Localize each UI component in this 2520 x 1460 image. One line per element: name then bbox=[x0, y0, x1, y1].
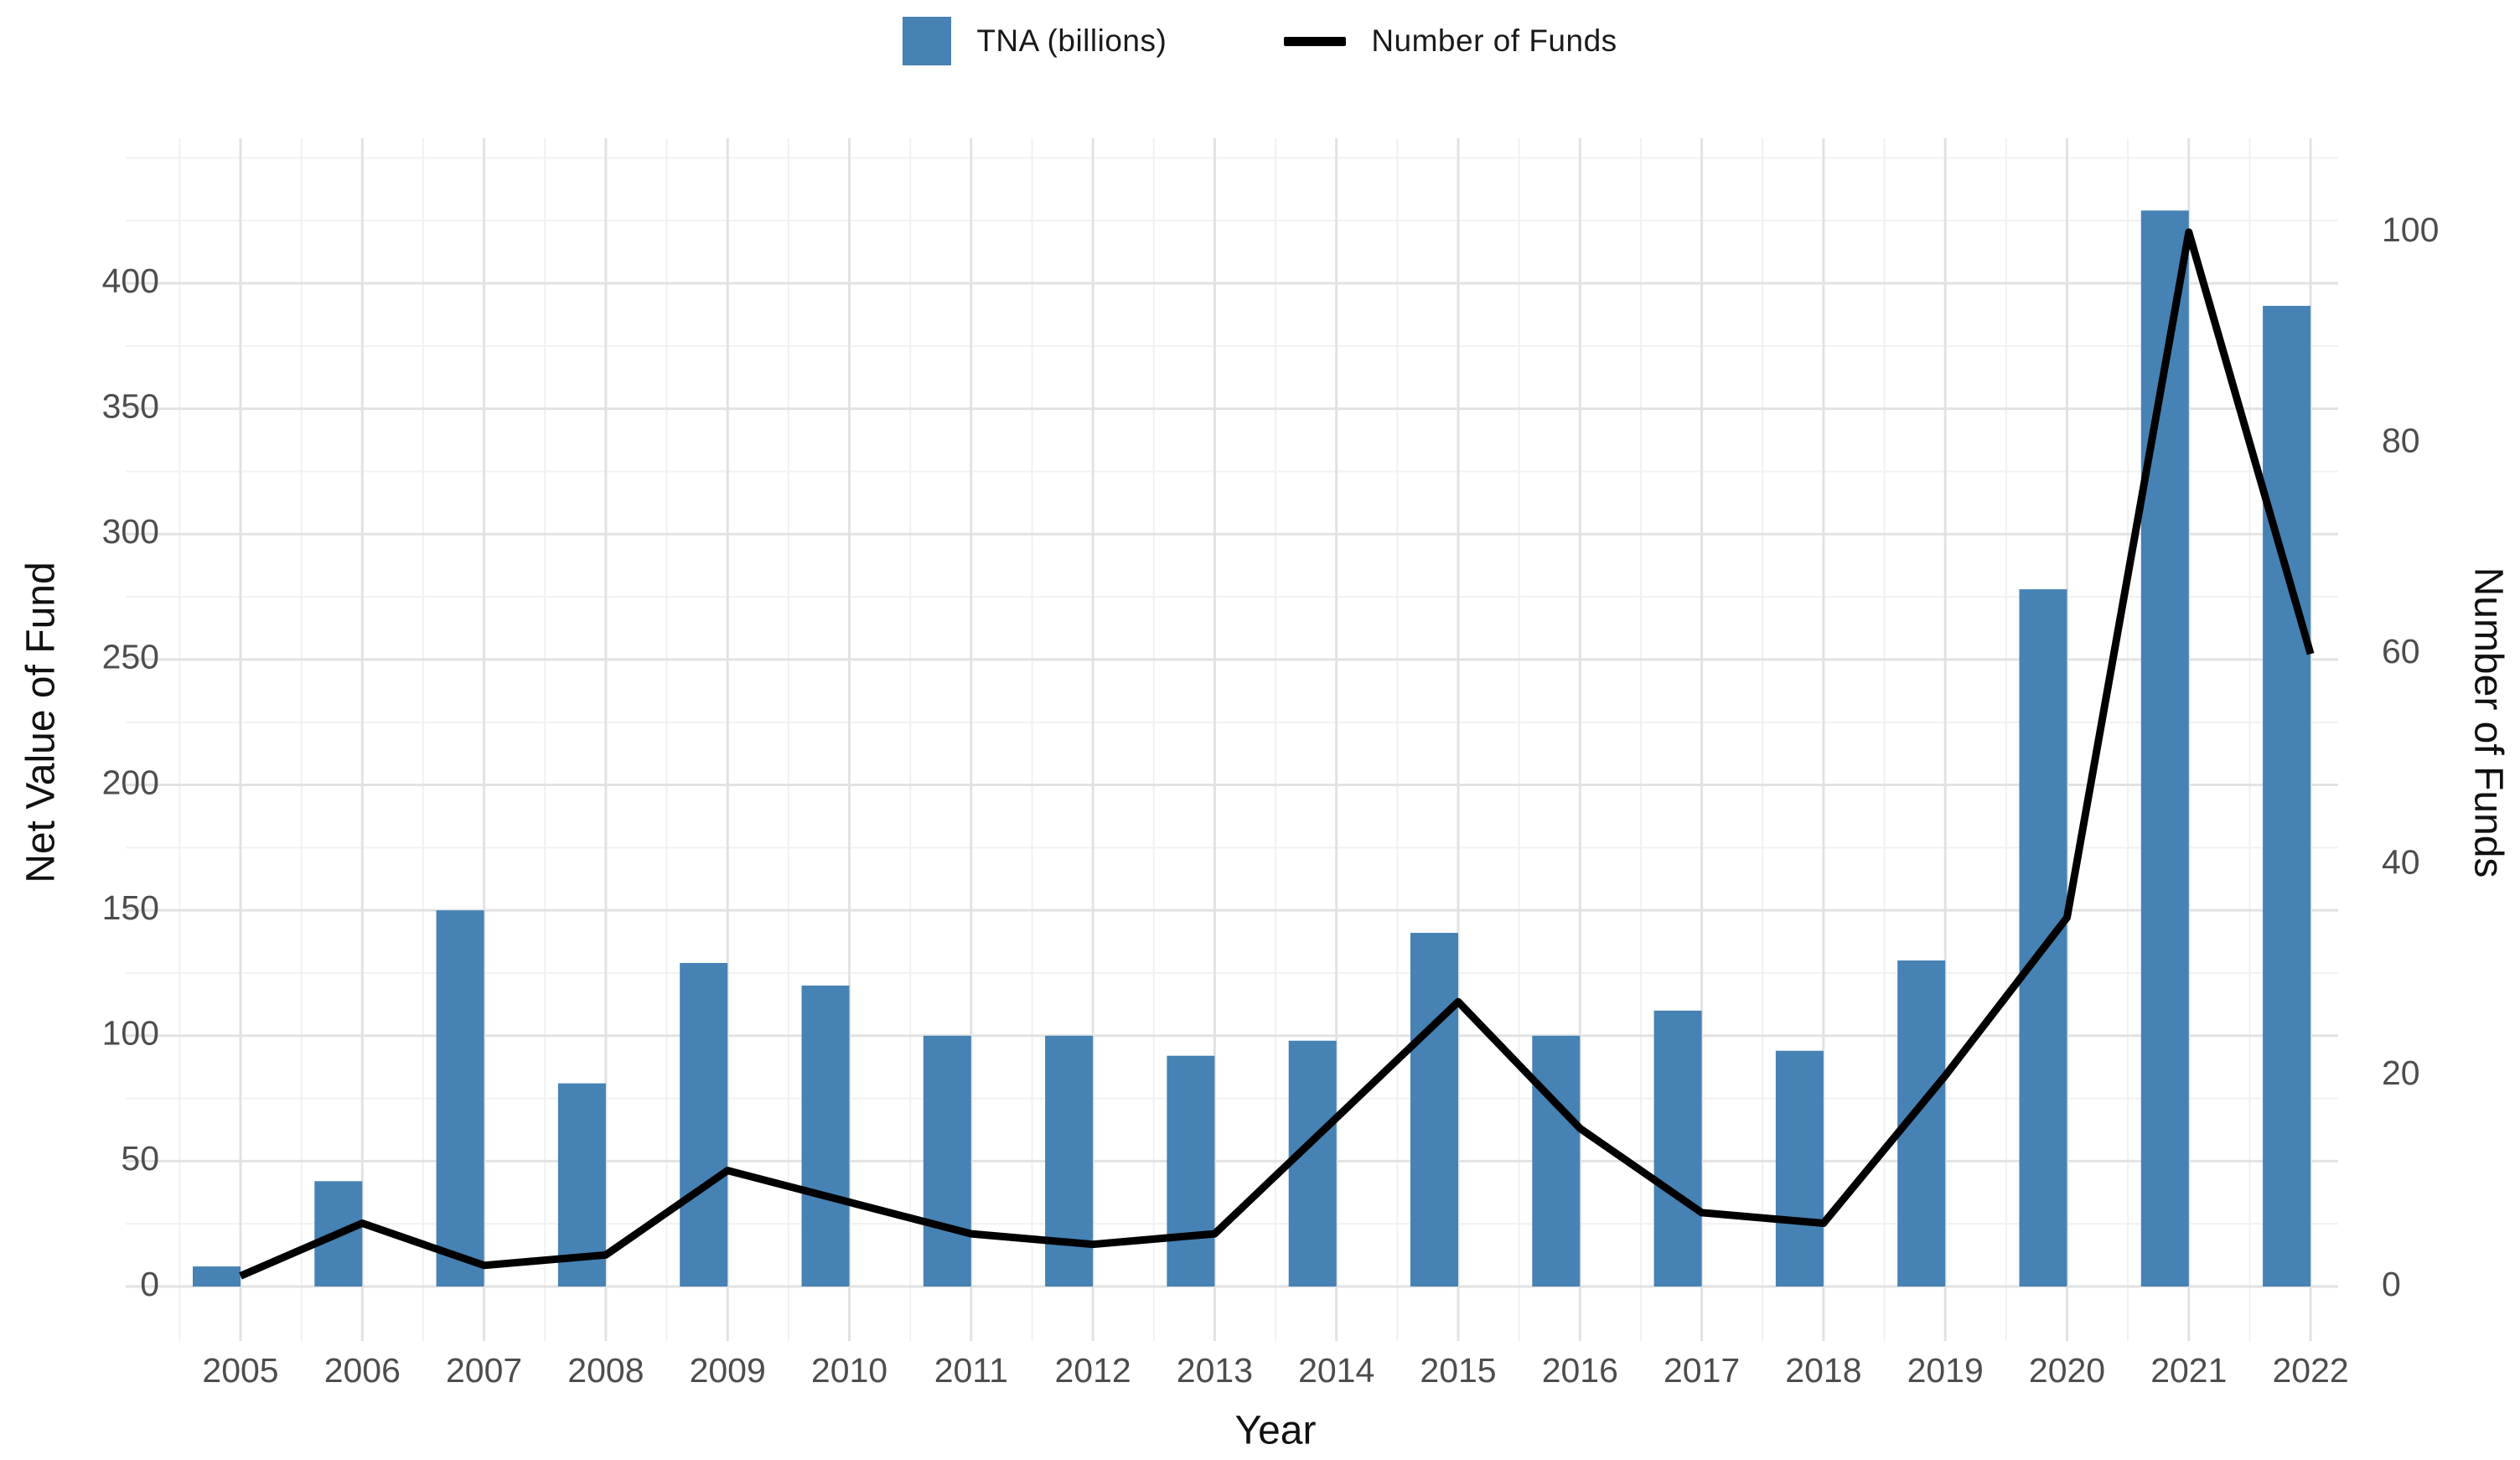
tna-bar-2016 bbox=[1532, 1035, 1581, 1287]
x-tick-label-2014: 2014 bbox=[1298, 1351, 1374, 1390]
left-tick-label-150: 150 bbox=[102, 888, 159, 927]
x-tick-label-2022: 2022 bbox=[2272, 1351, 2348, 1390]
tna-bar-2013 bbox=[1167, 1055, 1215, 1287]
tna-bar-2021 bbox=[2140, 210, 2189, 1287]
x-axis-tick-labels: 2005 2006 2007 2008 2009 2010 2011 2012 2013 2014… bbox=[202, 1351, 2348, 1390]
tna-bar-2012 bbox=[1045, 1035, 1094, 1287]
x-tick-label-2012: 2012 bbox=[1054, 1351, 1131, 1390]
x-tick-label-2005: 2005 bbox=[202, 1351, 278, 1390]
tna-bars bbox=[193, 210, 2311, 1287]
x-tick-label-2006: 2006 bbox=[324, 1351, 401, 1390]
right-axis-title: Number of Funds bbox=[2466, 567, 2510, 878]
x-tick-label-2015: 2015 bbox=[1420, 1351, 1496, 1390]
number-of-funds-line bbox=[239, 228, 2315, 1280]
x-tick-label-2021: 2021 bbox=[2150, 1351, 2227, 1390]
right-tick-label-80: 80 bbox=[2382, 421, 2420, 459]
tna-bar-2011 bbox=[923, 1035, 971, 1287]
tna-bar-2022 bbox=[2263, 305, 2311, 1287]
x-tick-label-2020: 2020 bbox=[2029, 1351, 2105, 1390]
left-tick-label-250: 250 bbox=[102, 638, 159, 676]
left-axis-title: Net Value of Fund bbox=[19, 562, 64, 883]
left-tick-label-300: 300 bbox=[102, 512, 159, 551]
gridlines-minor bbox=[126, 138, 2338, 1341]
x-tick-label-2009: 2009 bbox=[690, 1351, 766, 1390]
x-axis-title: Year bbox=[1235, 1409, 1317, 1453]
x-tick-label-2017: 2017 bbox=[1664, 1351, 1740, 1390]
x-tick-label-2010: 2010 bbox=[811, 1351, 887, 1390]
tna-bar-2010 bbox=[801, 985, 850, 1287]
tna-bar-2018 bbox=[1775, 1050, 1824, 1287]
tna-bar-2007 bbox=[436, 910, 484, 1287]
right-tick-label-100: 100 bbox=[2382, 210, 2439, 249]
left-tick-label-0: 0 bbox=[140, 1265, 159, 1303]
x-tick-label-2019: 2019 bbox=[1907, 1351, 1984, 1390]
left-tick-label-350: 350 bbox=[102, 386, 159, 425]
tna-bar-2009 bbox=[680, 962, 728, 1287]
right-tick-label-60: 60 bbox=[2382, 632, 2420, 670]
x-tick-label-2013: 2013 bbox=[1177, 1351, 1253, 1390]
x-tick-label-2018: 2018 bbox=[1785, 1351, 1861, 1390]
left-axis-tick-labels: 0 50 100 150 200 250 300 350 400 bbox=[102, 261, 159, 1303]
tna-bar-2020 bbox=[2019, 589, 2067, 1287]
x-tick-label-2008: 2008 bbox=[567, 1351, 644, 1390]
tna-bar-2014 bbox=[1288, 1040, 1337, 1287]
left-tick-label-200: 200 bbox=[102, 763, 159, 801]
right-tick-label-0: 0 bbox=[2382, 1265, 2401, 1303]
left-tick-label-50: 50 bbox=[121, 1139, 159, 1178]
x-tick-label-2007: 2007 bbox=[446, 1351, 522, 1390]
right-tick-label-40: 40 bbox=[2382, 843, 2420, 882]
tna-bar-2015 bbox=[1410, 933, 1458, 1287]
x-tick-label-2011: 2011 bbox=[934, 1351, 1008, 1390]
right-axis-tick-labels: 0 20 40 60 80 100 bbox=[2382, 210, 2439, 1303]
tna-bar-2017 bbox=[1653, 1010, 1702, 1287]
right-tick-label-20: 20 bbox=[2382, 1054, 2420, 1092]
left-tick-label-400: 400 bbox=[102, 261, 159, 300]
tna-bar-2005 bbox=[193, 1266, 241, 1287]
x-tick-label-2016: 2016 bbox=[1542, 1351, 1618, 1390]
left-tick-label-100: 100 bbox=[102, 1014, 159, 1053]
